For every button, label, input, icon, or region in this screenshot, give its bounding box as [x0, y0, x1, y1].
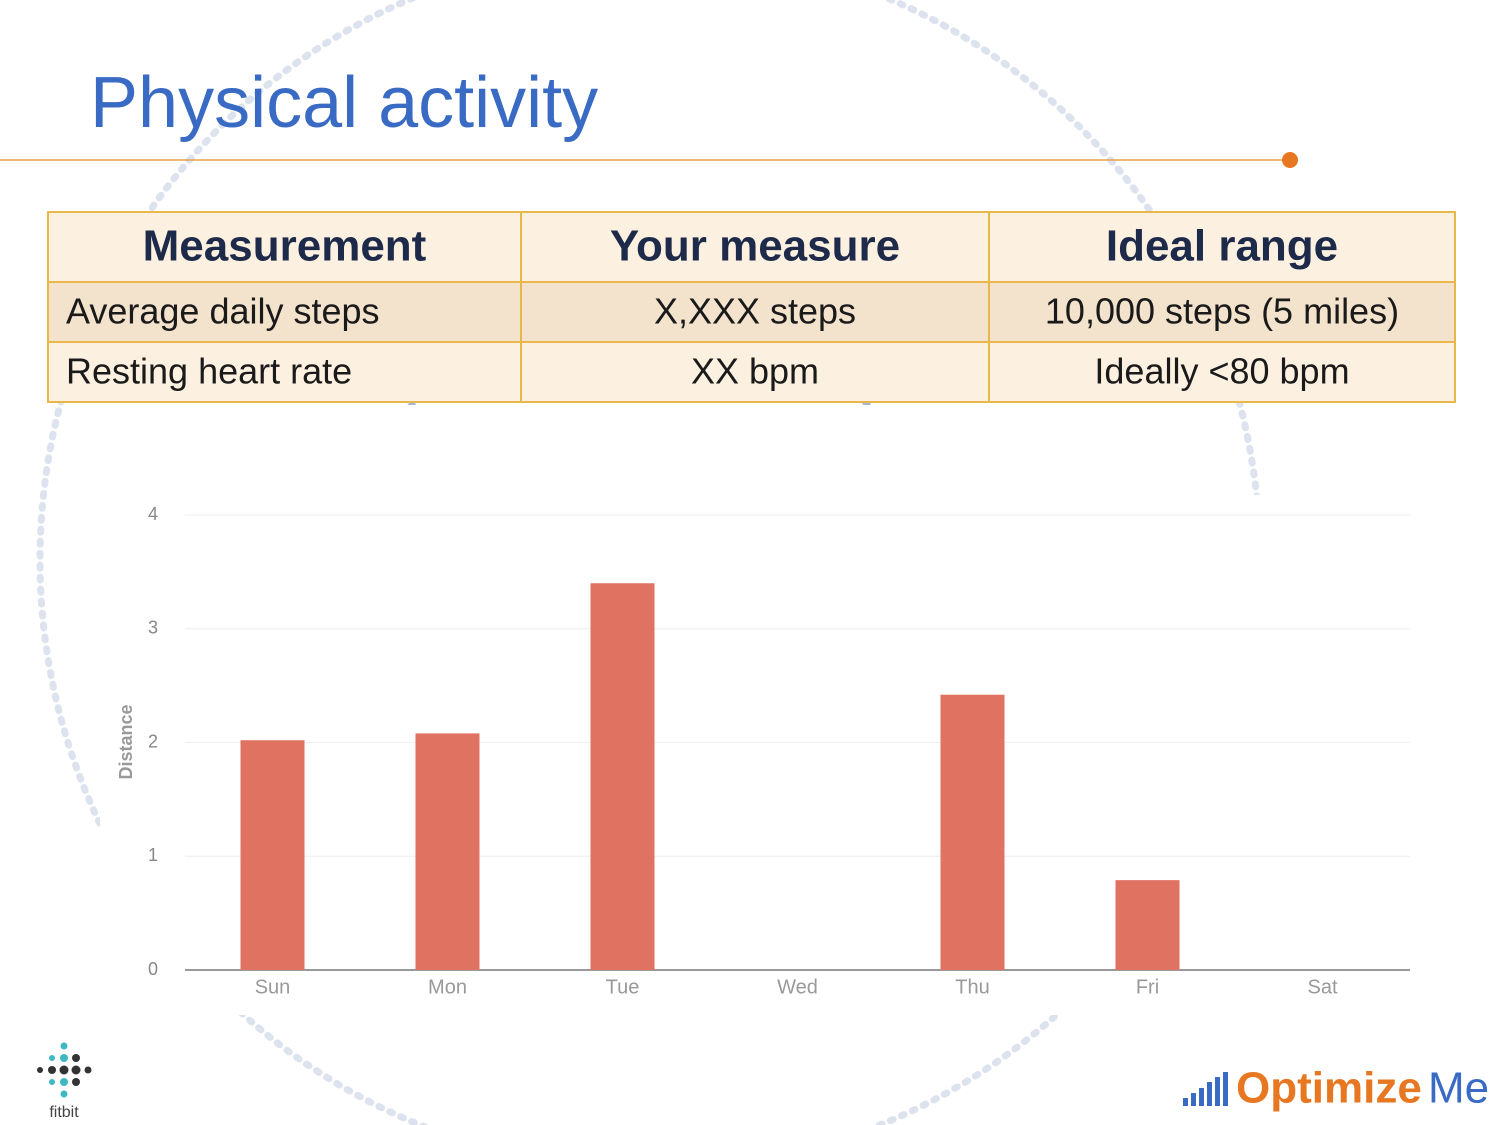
table-cell: X,XXX steps — [654, 291, 856, 332]
x-tick-label: Mon — [428, 976, 467, 998]
x-tick-label: Thu — [955, 976, 989, 998]
x-tick-label: Wed — [777, 976, 818, 998]
table-header-cell: Measurement — [143, 222, 427, 271]
y-tick-label: 2 — [148, 731, 158, 751]
y-tick-label: 1 — [148, 845, 158, 865]
y-tick-label: 4 — [148, 504, 158, 524]
decor-mask — [330, 405, 950, 500]
chart: Distance 0 1 2 3 4 Sun Mon Tue Wed Thu Fri Sat — [116, 504, 1410, 998]
x-tick-label: Tue — [606, 976, 640, 998]
bar — [1115, 880, 1180, 970]
table-cell: Ideally <80 bpm — [1094, 351, 1349, 392]
fitbit-logo: fitbit — [37, 1042, 92, 1121]
x-tick-label: Sat — [1307, 976, 1337, 998]
table-header-cell: Ideal range — [1106, 222, 1338, 271]
title-rule-dot — [1282, 152, 1298, 168]
y-axis-label: Distance — [116, 704, 136, 779]
bar — [240, 740, 305, 970]
table-header-row — [47, 211, 1456, 283]
x-tick-label: Sun — [255, 976, 291, 998]
bar — [590, 583, 655, 970]
table-row — [47, 341, 1456, 403]
y-tick-label: 0 — [148, 959, 158, 979]
table-cell: Average daily steps — [66, 291, 380, 332]
bar — [415, 733, 480, 970]
logo-optimize: Optimize — [1236, 1064, 1422, 1113]
chart-background — [100, 495, 1480, 1015]
y-tick-label: 3 — [148, 618, 158, 638]
table-cell: 10,000 steps (5 miles) — [1045, 291, 1399, 332]
optimizeme-logo: Optimize Me — [1183, 1064, 1489, 1113]
x-tick-label: Fri — [1136, 976, 1159, 998]
table-cell: Resting heart rate — [66, 351, 352, 392]
logo-me: Me — [1428, 1064, 1489, 1113]
bar — [940, 694, 1005, 970]
fitbit-text: fitbit — [49, 1104, 79, 1121]
slide-title: Physical activity — [90, 63, 598, 143]
table-cell: XX bpm — [691, 351, 819, 392]
table: Measurement Your measure Ideal range Averag… — [47, 211, 1456, 403]
table-header-cell: Your measure — [610, 222, 900, 271]
